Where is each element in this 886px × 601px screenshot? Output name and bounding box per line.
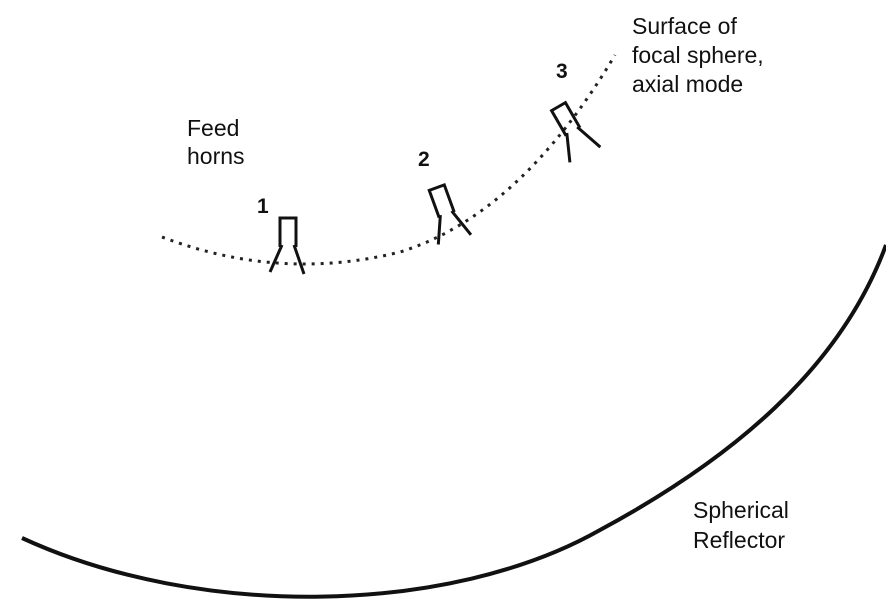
feed-label: Feed xyxy=(187,115,239,141)
spherical-reflector xyxy=(21,244,886,599)
horn-label: 2 xyxy=(418,148,430,171)
reflector-label: Spherical xyxy=(693,497,789,523)
horn-label: 1 xyxy=(257,195,269,218)
surface-label: axial mode xyxy=(632,71,743,97)
feed-horn xyxy=(268,216,306,275)
surface-label: Surface of xyxy=(632,13,737,39)
reflector-label: Reflector xyxy=(693,527,785,553)
feed-horn xyxy=(427,182,473,245)
horn-label: 3 xyxy=(556,60,568,83)
feed-horn xyxy=(549,100,602,163)
focal-sphere-surface xyxy=(161,54,617,266)
surface-label: focal sphere, xyxy=(632,42,764,68)
feed-label: horns xyxy=(187,143,245,169)
